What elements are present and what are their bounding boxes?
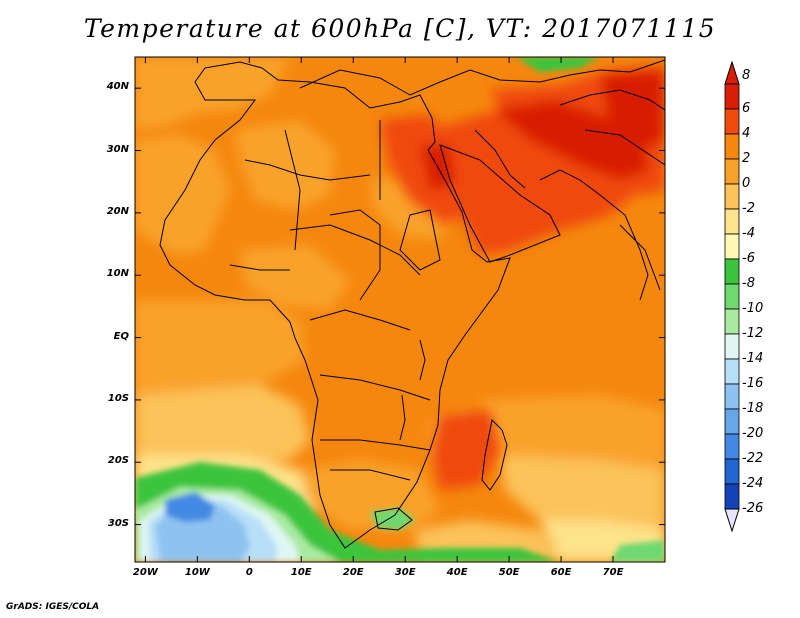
colorbar-bottom-arrow (724, 508, 740, 533)
lon-tick-label: 60E (550, 567, 572, 578)
lat-tick-label: 30N (106, 143, 129, 155)
colorbar-swatch (724, 108, 740, 135)
colorbar-swatch (724, 208, 740, 235)
lon-tick-label: 50E (498, 567, 520, 578)
lat-tick-label: 10N (106, 268, 129, 280)
colorbar-swatch (724, 433, 740, 460)
colorbar-level-label: -18 (742, 401, 764, 416)
map-title: Temperature at 600hPa [C], VT: 201707111… (83, 14, 717, 43)
colorbar-level-label: -4 (742, 226, 755, 241)
colorbar-swatch (724, 408, 740, 435)
colorbar-level-label: -2 (742, 201, 755, 216)
colorbar-level-label: -20 (742, 426, 764, 441)
lon-tick-label: 40E (446, 567, 468, 578)
colorbar-swatch (724, 258, 740, 285)
colorbar-level-label: -8 (742, 276, 755, 291)
colorbar-level-label: -12 (742, 326, 764, 341)
colorbar-level-label: 2 (742, 151, 751, 166)
colorbar-level-label: 4 (742, 126, 751, 141)
colorbar-swatch (724, 383, 740, 410)
lat-tick-label: 40N (106, 81, 129, 93)
lon-tick-label: 70E (602, 567, 624, 578)
axis-ticks (135, 57, 665, 562)
plot-frame (134, 56, 666, 563)
colorbar-level-label: 0 (742, 176, 751, 191)
colorbar-swatch (724, 83, 740, 110)
colorbar-level-label: -10 (742, 301, 764, 316)
colorbar-level-label: -22 (742, 451, 764, 466)
colorbar-swatch (724, 183, 740, 210)
colorbar-top-arrow (724, 60, 740, 85)
colorbar-level-label: -14 (742, 351, 764, 366)
colorbar-level-label: -26 (742, 501, 764, 516)
colorbar-level-label: -16 (742, 376, 764, 391)
colorbar-swatch (724, 483, 740, 510)
temperature-field (135, 57, 665, 562)
colorbar-swatch (724, 358, 740, 385)
lat-tick-label: 20N (106, 205, 129, 217)
coastlines (159, 59, 665, 549)
lon-tick-label: 0 (245, 567, 253, 578)
colorbar-swatch (724, 158, 740, 185)
colorbar-level-label: 8 (742, 68, 751, 83)
colorbar-swatch (724, 308, 740, 335)
lat-tick-label: 10S (107, 392, 129, 404)
lon-tick-label: 10E (290, 567, 312, 578)
lat-tick-label: 20S (107, 455, 129, 467)
colorbar-swatch (724, 458, 740, 485)
colorbar-level-label: -24 (742, 476, 764, 491)
lon-tick-label: 30E (394, 567, 416, 578)
colorbar-level-label: -6 (742, 251, 755, 266)
lon-tick-label: 10W (184, 567, 210, 578)
colorbar (724, 60, 740, 533)
colorbar-swatch (724, 233, 740, 260)
colorbar-level-label: 6 (742, 101, 751, 116)
lon-tick-label: 20W (132, 567, 158, 578)
grads-credit: GrADS: IGES/COLA (6, 602, 100, 612)
colorbar-swatch (724, 133, 740, 160)
lat-tick-label: 30S (107, 517, 129, 529)
lat-tick-label: EQ (113, 330, 129, 342)
colorbar-swatch (724, 333, 740, 360)
colorbar-swatch (724, 283, 740, 310)
lon-tick-label: 20E (342, 567, 364, 578)
